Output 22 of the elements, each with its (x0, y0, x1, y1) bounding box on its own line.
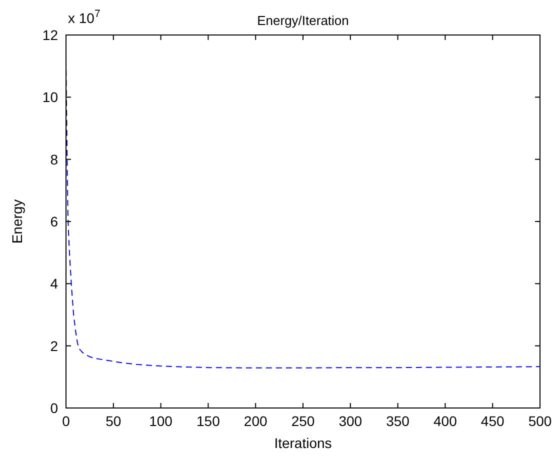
y-tick-label: 6 (50, 214, 58, 230)
x-tick-label: 350 (386, 413, 410, 429)
y-tick-label: 4 (50, 276, 58, 292)
x-tick-label: 500 (528, 413, 552, 429)
y-tick-label: 8 (50, 151, 58, 168)
y-tick-label: 10 (42, 89, 58, 106)
x-tick-label: 250 (291, 413, 315, 429)
chart-title: Energy/Iteration (257, 13, 349, 28)
x-tick-label: 50 (106, 413, 122, 429)
x-tick-label: 400 (434, 413, 458, 429)
y-axis-title: Energy (9, 199, 25, 244)
y-tick-label: 0 (50, 400, 58, 416)
x-tick-label: 0 (62, 413, 70, 429)
y-tick-label: 2 (50, 338, 58, 354)
x-tick-label: 300 (338, 413, 362, 429)
text: x 10$^{7}$ (68, 8, 100, 26)
x-tick-label: 150 (196, 413, 220, 429)
y-tick-label: 12 (42, 27, 58, 43)
x-tick-label: 100 (149, 413, 173, 429)
x-tick-label: 200 (244, 413, 268, 429)
x-axis-title: Iterations (274, 435, 332, 451)
x-tick-label: 450 (480, 413, 504, 429)
